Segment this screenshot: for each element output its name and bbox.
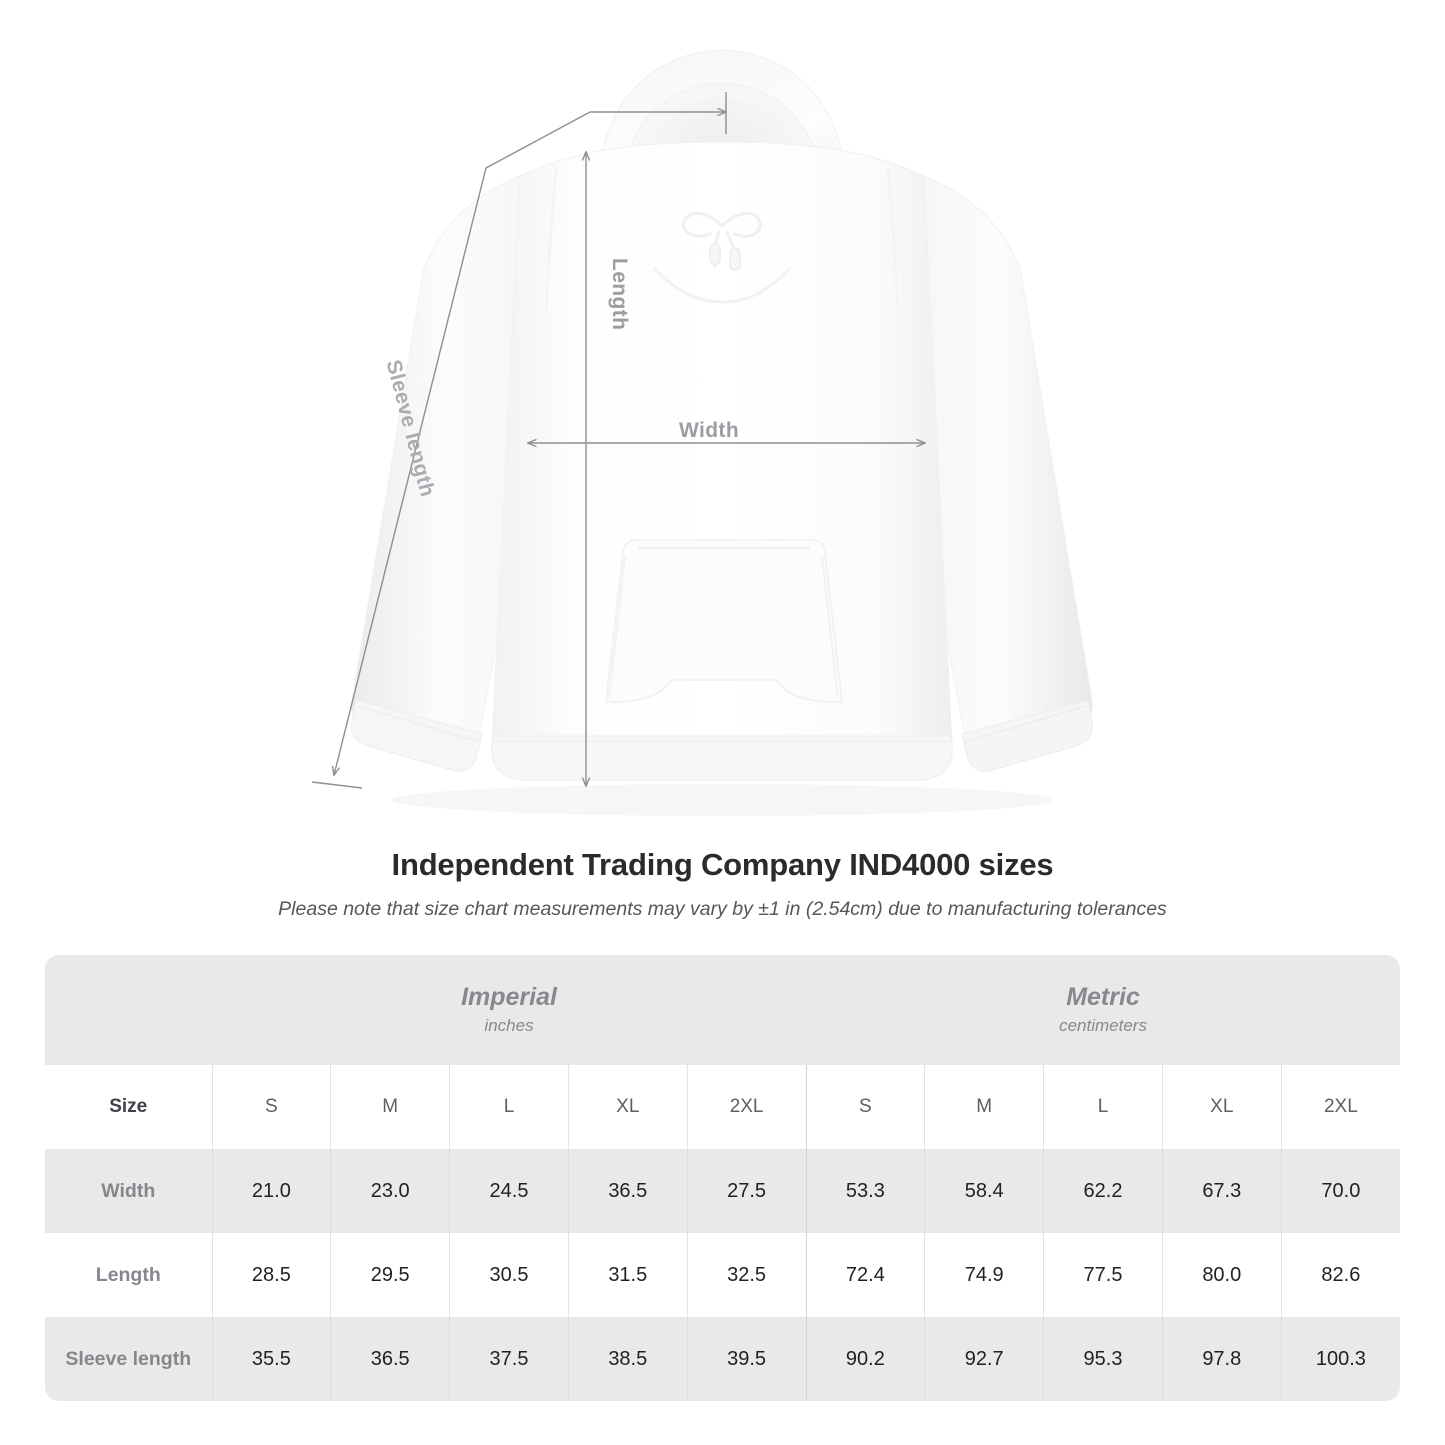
cell-value: 70.0 xyxy=(1281,1149,1401,1233)
size-header-cell: L xyxy=(449,1065,569,1149)
drawstring-aglets xyxy=(709,243,741,271)
table-row: Length 28.5 29.5 30.5 31.5 32.5 72.4 74.… xyxy=(45,1233,1401,1317)
size-header-cell: 2XL xyxy=(687,1065,807,1149)
cell-value: 24.5 xyxy=(449,1149,569,1233)
cell-value: 29.5 xyxy=(330,1233,451,1317)
unit-header-row: Imperial inches Metric centimeters xyxy=(45,955,1401,1065)
page-title: Independent Trading Company IND4000 size… xyxy=(391,847,1054,882)
unit-sub-metric: centimeters xyxy=(1059,1016,1147,1035)
cell-value: 36.5 xyxy=(568,1149,688,1233)
table-row: Width 21.0 23.0 24.5 36.5 27.5 53.3 58.4… xyxy=(45,1149,1401,1233)
size-header-cell: XL xyxy=(1162,1065,1282,1149)
cell-value: 80.0 xyxy=(1162,1233,1282,1317)
cell-value: 36.5 xyxy=(330,1317,451,1401)
right-cuff xyxy=(961,699,1093,772)
cell-value: 100.3 xyxy=(1281,1317,1401,1401)
left-cuff xyxy=(351,699,483,772)
table-row: Sleeve length 35.5 36.5 37.5 38.5 39.5 9… xyxy=(45,1317,1401,1401)
cell-value: 32.5 xyxy=(687,1233,807,1317)
unit-sub-imperial: inches xyxy=(484,1016,534,1035)
kangaroo-pocket xyxy=(605,539,843,703)
cell-value: 35.5 xyxy=(212,1317,332,1401)
cell-value: 23.0 xyxy=(330,1149,451,1233)
cell-value: 92.7 xyxy=(924,1317,1045,1401)
row-label-sleeve-length: Sleeve length xyxy=(45,1317,213,1401)
right-shoulder-seam xyxy=(886,167,900,315)
size-header-cell: 2XL xyxy=(1281,1065,1401,1149)
cell-value: 95.3 xyxy=(1043,1317,1163,1401)
cell-value: 62.2 xyxy=(1043,1149,1163,1233)
garment-shadow xyxy=(392,784,1052,816)
hoodie-body xyxy=(491,141,953,781)
size-header-cell: M xyxy=(924,1065,1045,1149)
size-header-cell: S xyxy=(806,1065,926,1149)
row-label-length: Length xyxy=(45,1233,213,1317)
cell-value: 82.6 xyxy=(1281,1233,1401,1317)
size-header-label: Size xyxy=(45,1065,213,1149)
cell-value: 72.4 xyxy=(806,1233,926,1317)
neckline xyxy=(652,266,792,304)
width-label: Width xyxy=(679,419,739,442)
bottom-hem xyxy=(491,735,953,781)
size-table: Imperial inches Metric centimeters Size … xyxy=(45,955,1401,1401)
cell-value: 31.5 xyxy=(568,1233,688,1317)
cell-value: 90.2 xyxy=(806,1317,926,1401)
cell-value: 67.3 xyxy=(1162,1149,1282,1233)
sleeve-length-line xyxy=(334,111,591,775)
unit-name-imperial: Imperial xyxy=(461,983,557,1011)
size-header-cell: XL xyxy=(568,1065,688,1149)
unit-spacer-cell xyxy=(45,955,212,1065)
size-header-cell: S xyxy=(212,1065,332,1149)
length-label: Length xyxy=(608,258,631,330)
cell-value: 53.3 xyxy=(806,1149,926,1233)
cell-value: 28.5 xyxy=(212,1233,332,1317)
unit-group-metric: Metric centimeters xyxy=(806,955,1401,1065)
size-header-cell: M xyxy=(330,1065,451,1149)
cell-value: 97.8 xyxy=(1162,1317,1282,1401)
cell-value: 30.5 xyxy=(449,1233,569,1317)
cell-value: 58.4 xyxy=(924,1149,1045,1233)
row-label-width: Width xyxy=(45,1149,213,1233)
cell-value: 27.5 xyxy=(687,1149,807,1233)
size-header-cell: L xyxy=(1043,1065,1163,1149)
heading-block: Independent Trading Company IND4000 size… xyxy=(0,845,1445,922)
sleeve-end-tick xyxy=(311,781,363,789)
unit-group-imperial: Imperial inches xyxy=(212,955,806,1065)
cell-value: 37.5 xyxy=(449,1317,569,1401)
unit-name-metric: Metric xyxy=(1066,983,1140,1011)
tolerance-note: Please note that size chart measurements… xyxy=(278,898,1167,920)
cell-value: 77.5 xyxy=(1043,1233,1163,1317)
left-shoulder-seam xyxy=(544,167,558,315)
cell-value: 39.5 xyxy=(687,1317,807,1401)
hoodie-measurement-diagram: Length Width Sleeve length xyxy=(311,49,1093,816)
hoodie-illustration xyxy=(351,49,1093,816)
cell-value: 38.5 xyxy=(568,1317,688,1401)
cell-value: 74.9 xyxy=(924,1233,1045,1317)
size-header-row: Size S M L XL 2XL S M L XL 2XL xyxy=(45,1065,1401,1149)
cell-value: 21.0 xyxy=(212,1149,332,1233)
size-table-wrap: Imperial inches Metric centimeters Size … xyxy=(45,955,1401,1401)
